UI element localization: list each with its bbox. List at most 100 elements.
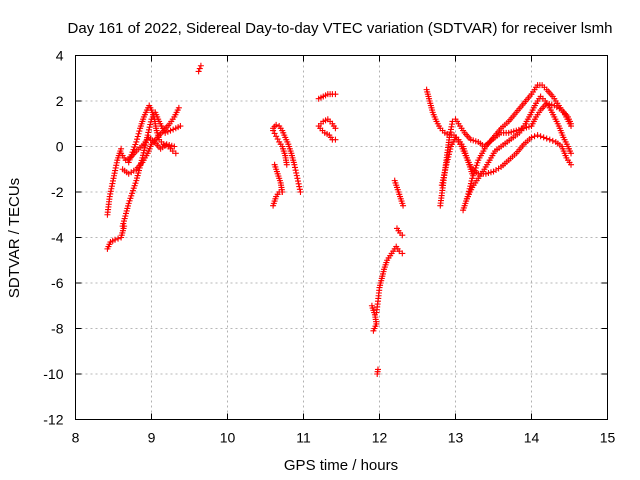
data-point-marker	[112, 236, 119, 243]
data-point-marker	[167, 127, 174, 134]
x-tick-label: 11	[296, 430, 311, 446]
data-point-marker	[332, 91, 339, 98]
data-point-marker	[146, 124, 153, 131]
data-point-marker	[470, 172, 477, 179]
data-point-marker	[164, 128, 171, 135]
data-point-marker	[546, 136, 553, 143]
data-point-marker	[438, 182, 445, 189]
data-point-marker	[292, 167, 299, 174]
x-tick-labels: 8 9 10 11 12 13 14 15	[72, 430, 616, 446]
data-point-marker	[445, 153, 452, 160]
data-point-marker	[470, 170, 477, 177]
y-axis-label: SDTVAR / TECUs	[6, 178, 23, 298]
data-point-marker	[332, 136, 339, 143]
data-point-marker	[444, 159, 451, 166]
data-point-marker	[296, 186, 303, 193]
data-point-marker	[528, 134, 535, 141]
data-point-marker	[283, 161, 290, 168]
y-tick-labels: -12 -10 -8 -6 -4 -2 0 2 4	[43, 48, 63, 428]
data-point-marker	[130, 146, 137, 153]
x-tick-label: 12	[372, 430, 388, 446]
data-point-marker	[531, 133, 538, 140]
data-point-marker	[568, 161, 575, 168]
data-point-marker	[534, 132, 541, 139]
data-point-marker	[128, 151, 135, 158]
data-point-marker	[127, 154, 134, 161]
data-point-marker	[440, 174, 447, 181]
data-point-marker	[473, 162, 480, 169]
data-point-marker	[196, 65, 203, 72]
y-tick-label: 0	[56, 139, 64, 155]
data-point-marker	[271, 130, 278, 137]
data-point-marker	[274, 136, 281, 143]
data-point-marker	[439, 179, 446, 186]
data-point-marker	[291, 164, 298, 171]
y-tick-label: -4	[51, 230, 64, 246]
data-point-marker	[399, 250, 406, 257]
data-point-marker	[441, 171, 448, 178]
data-point-marker	[197, 62, 204, 69]
x-tick-label: 8	[72, 430, 80, 446]
data-point-marker	[145, 126, 152, 133]
data-point-marker	[172, 150, 179, 157]
data-point-marker	[442, 166, 449, 173]
data-point-marker	[332, 125, 339, 132]
data-point-marker	[135, 130, 142, 137]
data-point-marker	[273, 121, 280, 128]
data-point-marker	[125, 159, 132, 166]
x-tick-label: 14	[524, 430, 540, 446]
data-point-marker	[295, 178, 302, 185]
y-tick-label: -2	[51, 184, 64, 200]
data-point-marker	[297, 189, 304, 195]
data-points	[104, 62, 575, 377]
data-point-marker	[396, 248, 403, 255]
data-point-marker	[543, 135, 550, 142]
data-point-marker	[175, 104, 182, 111]
data-point-marker	[134, 136, 141, 143]
data-point-marker	[170, 126, 177, 133]
data-point-marker	[374, 366, 381, 373]
data-point-marker	[370, 327, 377, 334]
data-point-marker	[115, 235, 122, 242]
data-point-marker	[273, 133, 280, 140]
data-point-marker	[295, 180, 302, 187]
data-point-marker	[469, 175, 476, 182]
data-point-marker	[468, 177, 475, 184]
data-point-marker	[291, 161, 298, 168]
y-tick-label: -6	[51, 275, 64, 291]
data-point-marker	[471, 167, 478, 174]
y-tick-label: 2	[56, 93, 64, 109]
data-point-marker	[296, 183, 303, 190]
data-point-marker	[445, 151, 452, 158]
data-point-marker	[472, 164, 479, 171]
data-point-marker	[443, 161, 450, 168]
plot-frame	[75, 55, 608, 420]
data-point-marker	[568, 150, 575, 157]
x-tick-label: 15	[600, 430, 616, 446]
data-point-marker	[131, 144, 138, 151]
grid-lines	[75, 55, 608, 420]
data-point-marker	[441, 169, 448, 176]
y-tick-label: 4	[56, 48, 64, 64]
data-point-marker	[126, 156, 133, 163]
data-point-marker	[540, 134, 547, 141]
data-point-marker	[145, 129, 152, 136]
data-point-marker	[177, 123, 184, 130]
data-point-marker	[171, 143, 178, 150]
x-tick-label: 9	[148, 430, 156, 446]
data-point-marker	[537, 133, 544, 140]
x-tick-label: 10	[220, 430, 236, 446]
data-point-marker	[447, 146, 454, 153]
data-point-marker	[195, 68, 202, 75]
data-point-marker	[293, 172, 300, 179]
data-point-marker	[474, 159, 481, 166]
data-point-marker	[133, 138, 140, 145]
x-axis-label: GPS time / hours	[284, 457, 398, 474]
data-point-marker	[439, 177, 446, 184]
data-point-marker	[169, 148, 176, 155]
data-point-marker	[446, 148, 453, 155]
data-point-marker	[399, 232, 406, 239]
data-point-marker	[129, 149, 136, 156]
data-point-marker	[132, 141, 139, 148]
